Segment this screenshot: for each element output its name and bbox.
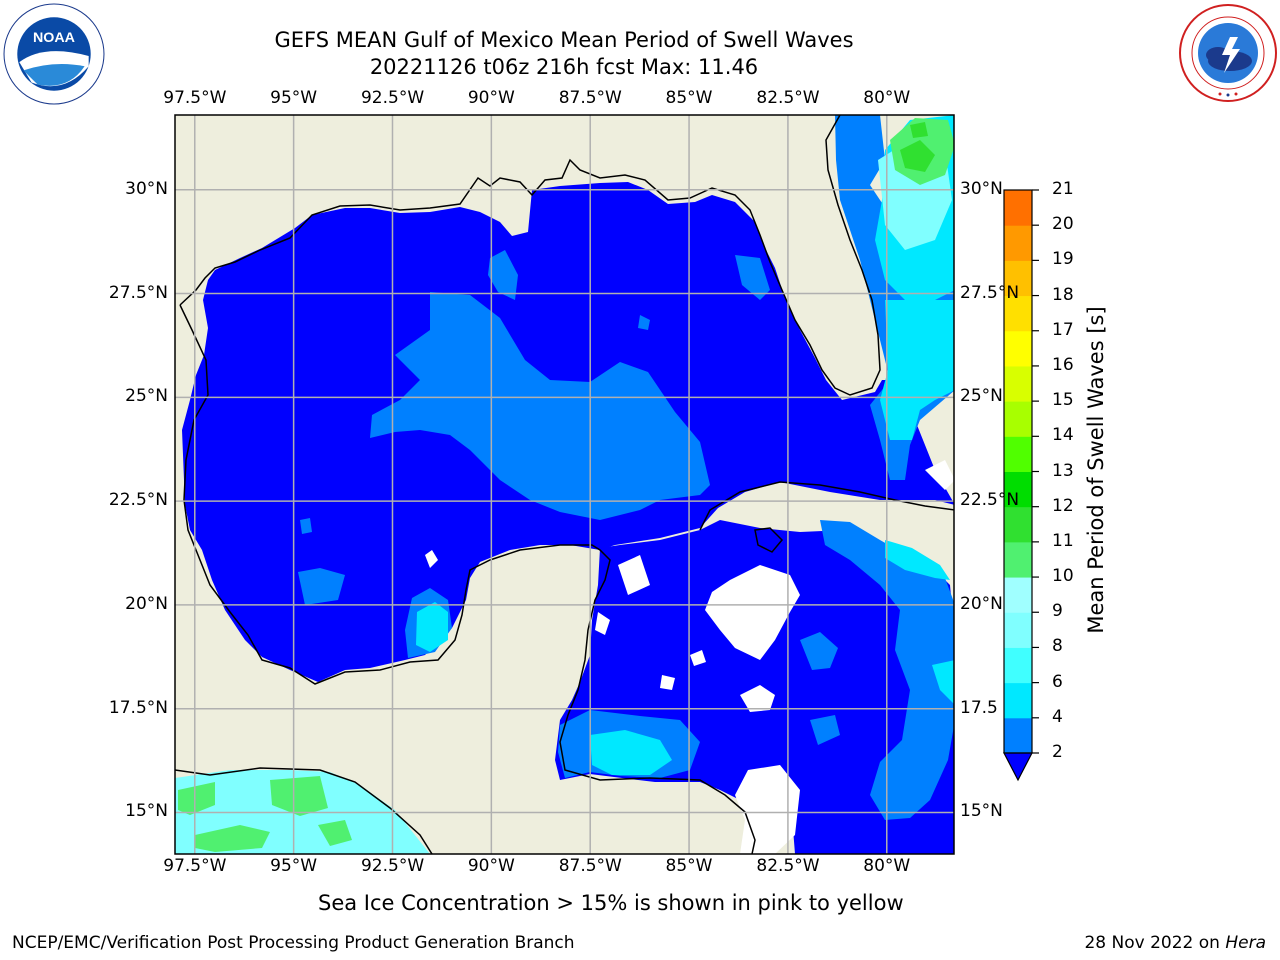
colorbar-tick-label: 18 xyxy=(1052,284,1074,305)
lon-tick-bottom: 82.5°W xyxy=(756,856,820,876)
colorbar-tick-label: 12 xyxy=(1052,495,1074,516)
colorbar-segment xyxy=(1004,541,1032,578)
colorbar-segment xyxy=(1004,330,1032,367)
map-frame xyxy=(174,114,955,855)
colorbar-segment xyxy=(1004,225,1032,261)
lon-tick-bottom: 95°W xyxy=(270,856,318,876)
colorbar-segment xyxy=(1004,717,1032,754)
colorbar-tick-label: 15 xyxy=(1052,390,1074,411)
lat-tick-right: 22.5°N xyxy=(960,490,1020,511)
colorbar-segment xyxy=(1004,190,1032,226)
colorbar-segment xyxy=(1004,260,1032,297)
colorbar-tick-label: 4 xyxy=(1052,706,1063,727)
colorbar-tick-label: 19 xyxy=(1052,249,1074,270)
lon-tick-top: 87.5°W xyxy=(558,88,622,108)
colorbar-segment xyxy=(1004,647,1032,684)
run-date: 28 Nov 2022 on Hera xyxy=(1084,933,1266,953)
map-title: GEFS MEAN Gulf of Mexico Mean Period of … xyxy=(274,28,854,52)
swell-10-11s-regions xyxy=(900,122,935,172)
colorbar-tick-label: 10 xyxy=(1052,566,1074,587)
lon-tick-bottom: 87.5°W xyxy=(558,856,622,876)
lat-tick-left: 27.5°N xyxy=(108,282,168,303)
colorbar-tick-label: 14 xyxy=(1052,425,1074,446)
colorbar-label: Mean Period of Swell Waves [s] xyxy=(1084,306,1108,634)
lat-tick-right: 20°N xyxy=(960,593,1003,614)
colorbar-segment xyxy=(1004,506,1032,543)
lat-tick-right: 25°N xyxy=(960,386,1003,407)
lon-tick-top: 90°W xyxy=(467,88,515,108)
colorbar-tick-label: 9 xyxy=(1052,601,1063,622)
lat-tick-right: 15°N xyxy=(960,801,1003,822)
colorbar-tick-label: 20 xyxy=(1052,214,1074,235)
colorbar-segment xyxy=(1004,436,1032,472)
lat-tick-right: 27.5°N xyxy=(960,282,1020,303)
colorbar-tick-label: 16 xyxy=(1052,354,1074,375)
colorbar-segment xyxy=(1004,471,1032,508)
colorbar-tick-label: 17 xyxy=(1052,319,1074,340)
lat-tick-left: 20°N xyxy=(125,593,168,614)
lat-tick-right: 30°N xyxy=(960,178,1003,199)
colorbar-segment xyxy=(1004,682,1032,719)
graticule xyxy=(175,115,954,854)
no-data-patches xyxy=(425,460,954,854)
noaa-logo-text: NOAA xyxy=(33,30,75,46)
colorbar-tick-label: 11 xyxy=(1052,530,1074,551)
lon-tick-top: 97.5°W xyxy=(163,88,227,108)
lon-tick-bottom: 80°W xyxy=(863,856,911,876)
lat-tick-left: 25°N xyxy=(125,386,168,407)
colorbar-tick-label: 8 xyxy=(1052,636,1063,657)
lat-tick-right: 17.5 xyxy=(960,697,998,718)
lon-tick-top: 80°W xyxy=(863,88,911,108)
lat-tick-left: 30°N xyxy=(125,178,168,199)
swell-9-10s-regions xyxy=(178,118,954,852)
sea-ice-note: Sea Ice Concentration > 15% is shown in … xyxy=(318,891,904,915)
colorbar xyxy=(1003,189,1039,782)
colorbar-tick-label: 6 xyxy=(1052,671,1063,692)
host-name: Hera xyxy=(1225,933,1266,953)
lon-tick-top: 85°W xyxy=(665,88,713,108)
colorbar-segment xyxy=(1004,577,1032,613)
lon-tick-top: 95°W xyxy=(270,88,318,108)
colorbar-segment xyxy=(1004,365,1032,402)
lon-tick-bottom: 92.5°W xyxy=(360,856,425,876)
colorbar-tick-label: 21 xyxy=(1052,179,1074,199)
lon-tick-bottom: 85°W xyxy=(665,856,713,876)
nws-logo xyxy=(1179,4,1277,102)
run-date-text: 28 Nov 2022 on xyxy=(1084,933,1220,953)
colorbar-tick-label: 2 xyxy=(1052,742,1063,762)
lon-tick-bottom: 90°W xyxy=(467,856,515,876)
lon-tick-bottom: 97.5°W xyxy=(163,856,227,876)
lat-tick-left: 15°N xyxy=(125,801,168,822)
colorbar-segment xyxy=(1004,295,1032,332)
coastlines xyxy=(175,115,954,854)
lon-tick-top: 92.5°W xyxy=(360,88,425,108)
colorbar-tick-label: 13 xyxy=(1052,460,1074,481)
noaa-logo: NOAA xyxy=(3,3,105,105)
lat-tick-left: 17.5°N xyxy=(108,697,168,718)
credit-line: NCEP/EMC/Verification Post Processing Pr… xyxy=(12,933,575,953)
colorbar-segment xyxy=(1004,401,1032,437)
colorbar-extend-arrow xyxy=(1003,752,1033,782)
colorbar-segment xyxy=(1004,612,1032,648)
lon-tick-top: 82.5°W xyxy=(756,88,820,108)
map-subtitle: 20221126 t06z 216h fcst Max: 11.46 xyxy=(369,55,759,79)
lat-tick-left: 22.5°N xyxy=(108,490,168,511)
